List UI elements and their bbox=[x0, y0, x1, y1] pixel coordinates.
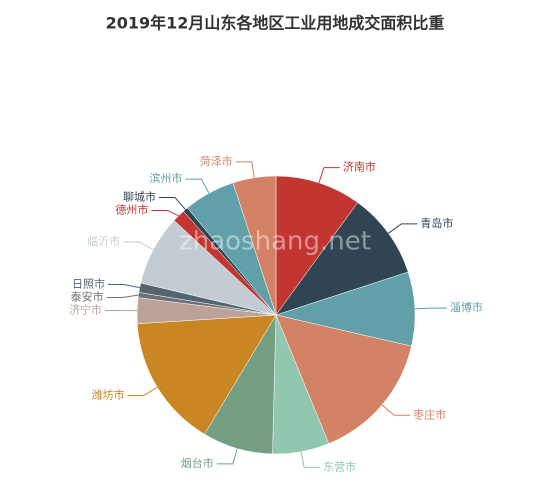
slice-label: 泰安市 bbox=[71, 290, 104, 304]
slice-label: 日照市 bbox=[72, 277, 105, 291]
slice-label: 济宁市 bbox=[69, 303, 102, 317]
leader-line bbox=[185, 178, 210, 194]
slice-label: 聊城市 bbox=[123, 189, 156, 203]
leader-line bbox=[318, 167, 340, 183]
leader-line bbox=[216, 448, 238, 465]
leader-line bbox=[106, 294, 139, 299]
slice-label: 淄博市 bbox=[450, 300, 483, 314]
slice-label: 菏泽市 bbox=[200, 154, 233, 168]
slice-label: 东营市 bbox=[323, 459, 356, 473]
slice-label: 潍坊市 bbox=[92, 388, 125, 402]
slice-label: 滨州市 bbox=[149, 171, 182, 185]
slice-label: 烟台市 bbox=[181, 456, 214, 470]
leader-line bbox=[235, 161, 255, 178]
slice-label: 德州市 bbox=[115, 202, 148, 216]
slice-label: 枣庄市 bbox=[413, 407, 446, 421]
leader-line bbox=[300, 451, 321, 468]
watermark: zhaoshang.net bbox=[179, 227, 371, 257]
pie-slice bbox=[275, 175, 359, 316]
pie-slice bbox=[232, 175, 277, 316]
pie-slice bbox=[275, 314, 412, 444]
leader-line bbox=[123, 241, 154, 251]
leader-line bbox=[108, 284, 140, 289]
leader-line bbox=[381, 404, 411, 416]
slice-label: 青岛市 bbox=[420, 216, 453, 230]
leader-line bbox=[127, 386, 158, 397]
chart-title: 2019年12月山东各地区工业用地成交面积比重 bbox=[106, 14, 445, 33]
slice-label: 济南市 bbox=[343, 160, 376, 174]
slice-label: 临沂市 bbox=[87, 234, 120, 248]
leader-line bbox=[151, 209, 179, 217]
leader-line bbox=[388, 223, 418, 234]
leader-line bbox=[414, 307, 447, 310]
leader-line bbox=[158, 196, 186, 210]
pie-slice bbox=[275, 202, 409, 316]
